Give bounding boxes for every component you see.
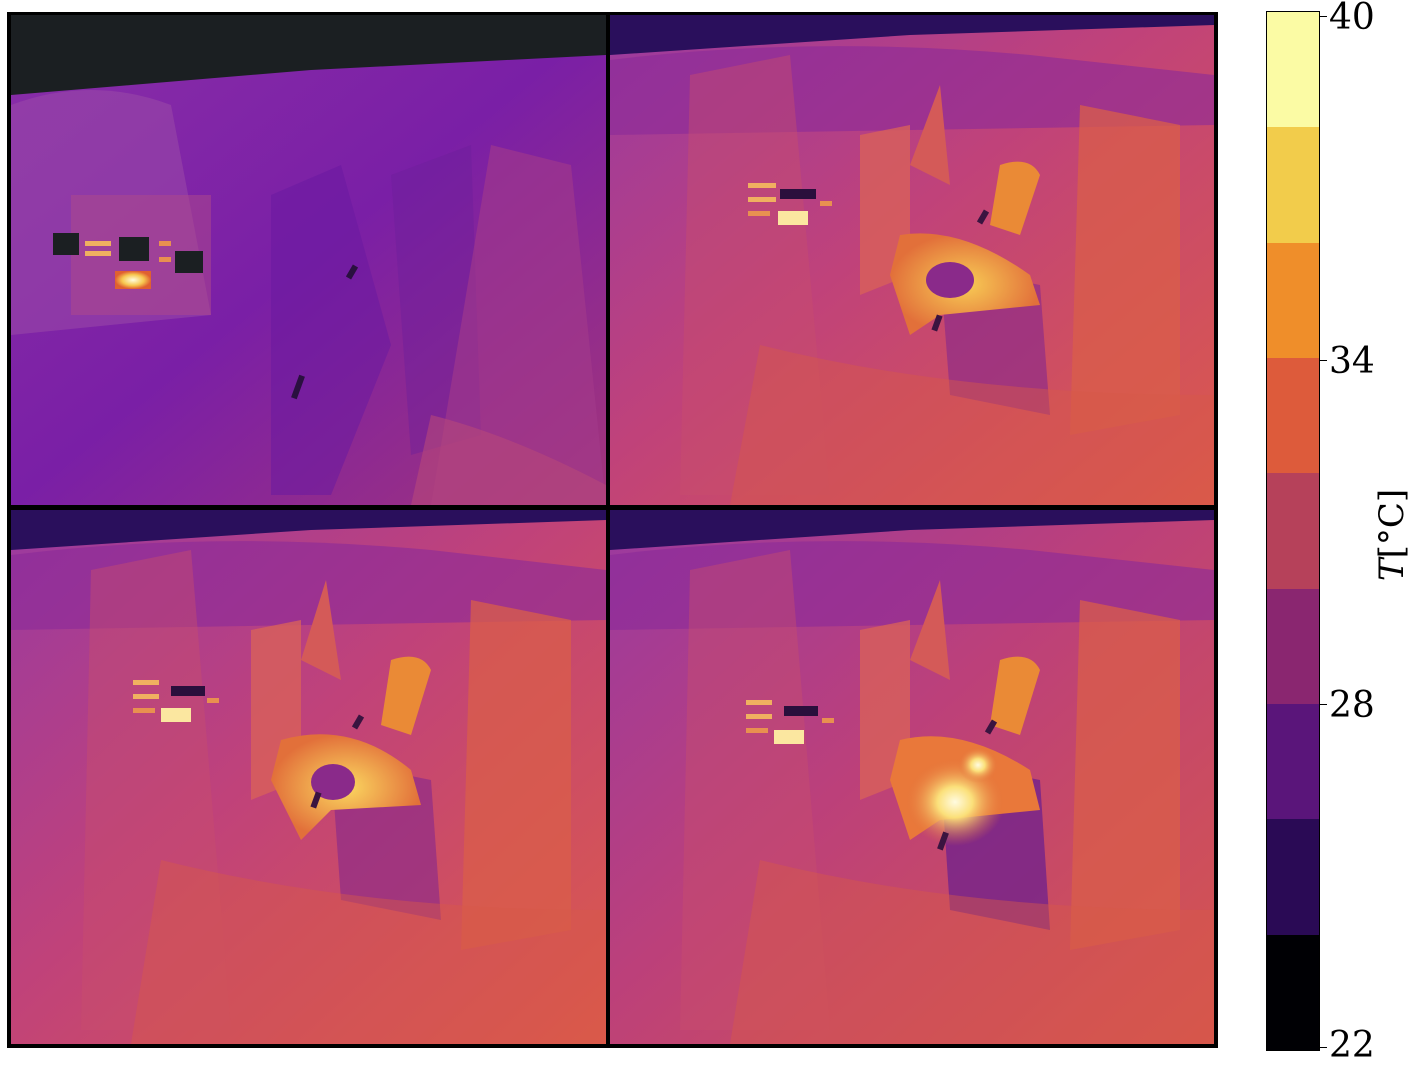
colorbar-band-1 [1267, 12, 1319, 128]
temperature-colorbar [1266, 11, 1320, 1051]
colorbar-tick-label-40: 40 [1329, 0, 1375, 38]
colorbar-tick-label-34: 34 [1329, 341, 1375, 382]
thermal-image-panel-2 [610, 15, 1214, 505]
colorbar-label-variable: T [1372, 558, 1412, 582]
colorbar-tick-label-28: 28 [1329, 685, 1375, 726]
colorbar-band-6 [1267, 588, 1319, 704]
colorbar-band-3 [1267, 242, 1319, 358]
colorbar-tick-22 [1320, 1047, 1327, 1048]
thermal-image-panel-3 [11, 510, 606, 1044]
colorbar-tick-28 [1320, 704, 1327, 705]
colorbar-band-7 [1267, 703, 1319, 820]
colorbar-band-2 [1267, 127, 1319, 243]
thermal-image-panel-1 [11, 15, 606, 505]
colorbar-band-5 [1267, 473, 1319, 589]
colorbar-label: T[°C] [1372, 489, 1412, 581]
colorbar-band-4 [1267, 357, 1319, 474]
thermal-image-panel-4 [610, 510, 1214, 1044]
colorbar-tick-label-22: 22 [1329, 1025, 1375, 1066]
colorbar-tick-34 [1320, 360, 1327, 361]
colorbar-label-unit: [°C] [1372, 488, 1412, 559]
colorbar-band-9 [1267, 934, 1319, 1050]
colorbar-tick-40 [1320, 16, 1327, 17]
colorbar-band-8 [1267, 819, 1319, 935]
